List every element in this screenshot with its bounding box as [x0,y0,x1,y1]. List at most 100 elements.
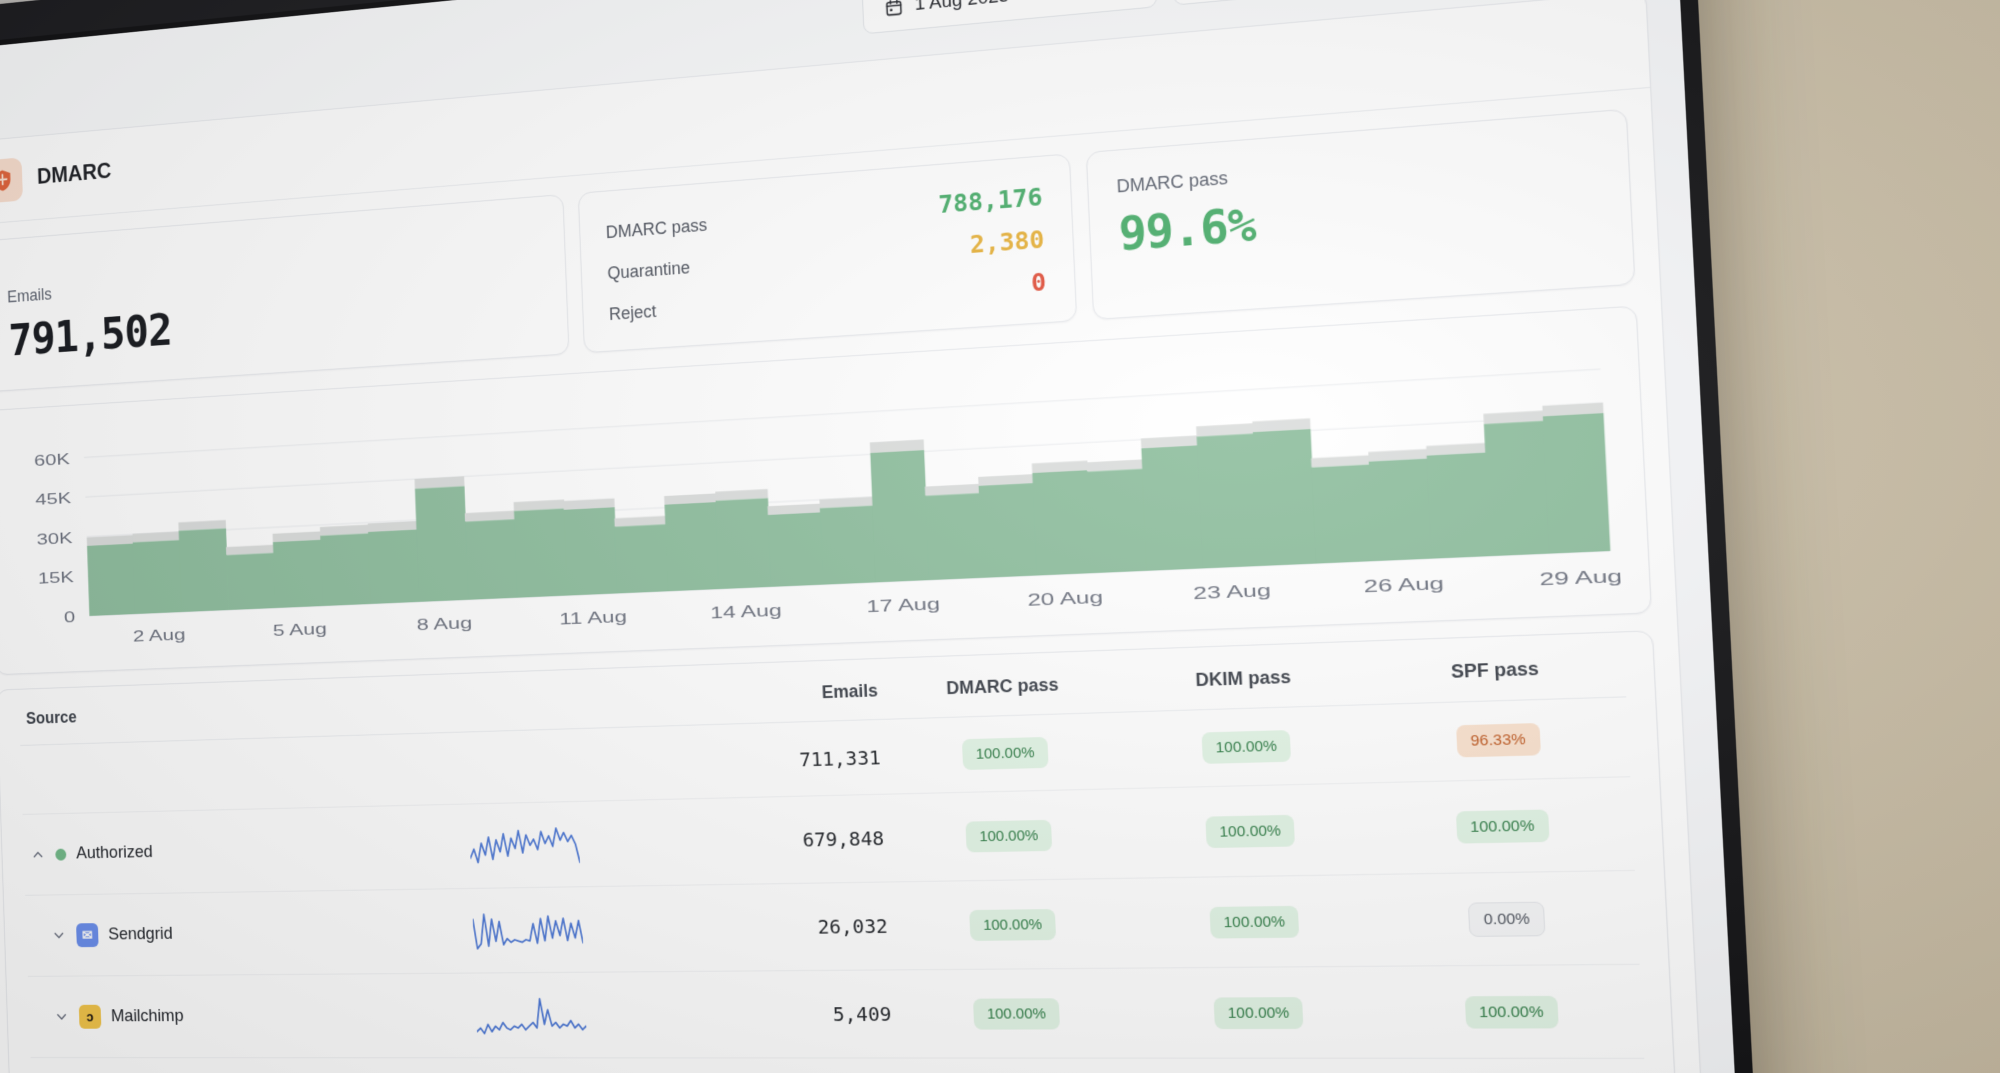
dkim-cell: 100.00% [1126,782,1377,879]
dmarc-cell: 100.00% [893,878,1135,970]
dkim-cell: 100.00% [1130,874,1382,969]
summary-source-cell [20,732,462,815]
dkim-cell: 100.00% [1138,1058,1390,1073]
dkim-cell: 100.00% [1134,966,1386,1059]
table-body: 711,331 100.00% 100.00% 96.33% Authorized 679… [20,696,1653,1073]
disposition-stat-card: DMARC pass 788,176 Quarantine 2,380 Reje… [577,153,1078,354]
shield-icon [0,169,14,192]
reject-label: Reject [608,301,657,324]
col-dmarc[interactable]: DMARC pass [884,650,1123,720]
svg-text:29 Aug: 29 Aug [1539,567,1621,590]
dmarc-cell: 100.00% [889,788,1131,882]
source-logo-icon: ✉ [76,923,99,948]
laptop-bezel: 1 Aug 2025 - 29 Aug 2025 All domains + A… [0,0,1761,1073]
chevron-down-icon[interactable] [54,1009,70,1026]
dmarc-rate-card: DMARC pass 99.6% [1085,108,1636,321]
svg-text:23 Aug: 23 Aug [1193,581,1272,603]
spf-cell: 0.00% [1385,1058,1649,1073]
quarantine-value: 2,380 [969,224,1046,259]
emails-cell: 39 [689,1057,905,1073]
disposition-list: DMARC pass 788,176 Quarantine 2,380 Reje… [605,182,1047,325]
col-emails[interactable]: Emails [674,658,887,726]
reject-value: 0 [1030,267,1047,298]
shield-icon-badge [0,157,23,204]
date-range-value: 1 Aug 2025 - 29 Aug 2025 [914,0,1133,16]
app-screen: 1 Aug 2025 - 29 Aug 2025 All domains + A… [0,0,1710,1073]
table-row[interactable]: ɔ Mailchimp 5,409 100.00% 100.00% 100.00% [27,964,1645,1059]
status-badge: 100.00% [1464,995,1559,1029]
sources-table: Source Emails DMARC pass DKIM pass SPF p… [18,632,1653,1073]
app-main: 1 Aug 2025 - 29 Aug 2025 All domains + A… [0,0,1710,1073]
source-name: Mailchimp [110,1006,184,1026]
status-badge: 100.00% [1201,730,1292,764]
status-badge: 100.00% [973,997,1060,1030]
sparkline-icon [469,823,580,867]
status-badge: 100.00% [965,819,1052,852]
trend-cell [464,885,687,974]
svg-text:17 Aug: 17 Aug [866,595,940,616]
source-cell[interactable]: ɔ Mailchimp [27,973,471,1058]
spf-cell: 0.00% [1376,870,1640,967]
summary-trend-cell [458,725,680,805]
status-badge: 100.00% [969,908,1056,941]
chevron-up-icon[interactable] [30,846,45,863]
svg-text:2 Aug: 2 Aug [133,626,186,645]
svg-text:26 Aug: 26 Aug [1363,574,1444,597]
page-title: DMARC [36,158,112,190]
svg-text:15K: 15K [38,569,74,588]
col-dkim[interactable]: DKIM pass [1119,641,1369,713]
dmarc-cell: 100.00% [900,1058,1143,1073]
emails-cell: 5,409 [686,969,901,1059]
source-name: Sendgrid [107,924,173,945]
dmarc-pass-value: 788,176 [937,182,1044,219]
emails-cell: 26,032 [682,881,898,972]
status-badge: 100.00% [962,736,1049,771]
status-badge: 100.00% [1209,905,1300,939]
svg-text:20 Aug: 20 Aug [1027,588,1103,610]
trend-cell [461,799,683,889]
table-row[interactable]: mMimecast39100.00%100.00%0.00% [30,1057,1649,1073]
source-cell[interactable]: mMimecast [30,1057,475,1073]
status-badge: 0.00% [1467,901,1546,937]
source-cell[interactable]: ✉ Sendgrid [25,888,468,977]
svg-text:45K: 45K [35,490,71,509]
date-range-picker[interactable]: 1 Aug 2025 - 29 Aug 2025 [861,0,1158,35]
domain-filter-select[interactable]: All domains [1171,0,1434,6]
trend-cell [470,1057,694,1073]
svg-text:8 Aug: 8 Aug [416,614,472,634]
chevron-down-icon[interactable] [51,927,67,944]
laptop: 1 Aug 2025 - 29 Aug 2025 All domains + A… [0,0,1761,1073]
dmarc-panel: DMARC Emails 791,502 DMARC pass [0,0,1710,1073]
svg-text:14 Aug: 14 Aug [710,601,782,622]
laptop-stage: 1 Aug 2025 - 29 Aug 2025 All domains + A… [0,0,1690,1073]
summary-dmarc: 100.00% [886,712,1127,795]
svg-text:30K: 30K [37,530,73,549]
col-spf[interactable]: SPF pass [1365,632,1627,705]
quarantine-label: Quarantine [607,257,691,283]
source-logo-icon: ɔ [78,1004,102,1029]
dashboard-content: DMARC Emails 791,502 DMARC pass [0,0,1710,1073]
source-cell[interactable]: Authorized [22,804,465,896]
dmarc-cell: 100.00% [897,968,1139,1059]
trend-cell [467,971,690,1058]
status-badge: 96.33% [1455,722,1541,758]
status-badge: 100.00% [1455,808,1550,844]
spf-cell: 100.00% [1381,964,1645,1059]
summary-dkim: 100.00% [1122,704,1373,789]
emails-stat-card: Emails 791,502 [0,194,570,393]
svg-text:11 Aug: 11 Aug [559,608,627,629]
summary-emails: 711,331 [676,719,890,800]
svg-text:60K: 60K [34,450,70,469]
svg-text:5 Aug: 5 Aug [273,620,328,640]
sources-table-card: Source Emails DMARC pass DKIM pass SPF p… [0,630,1684,1073]
status-dot [55,848,67,861]
dmarc-pass-label: DMARC pass [605,215,708,243]
svg-text:0: 0 [64,609,76,627]
status-badge: 100.00% [1205,814,1296,848]
source-name: Authorized [75,842,153,863]
status-badge: 100.00% [1213,996,1304,1029]
spf-cell: 100.00% [1372,776,1635,875]
sparkline-icon [473,908,584,951]
sparkline-icon [476,994,587,1037]
